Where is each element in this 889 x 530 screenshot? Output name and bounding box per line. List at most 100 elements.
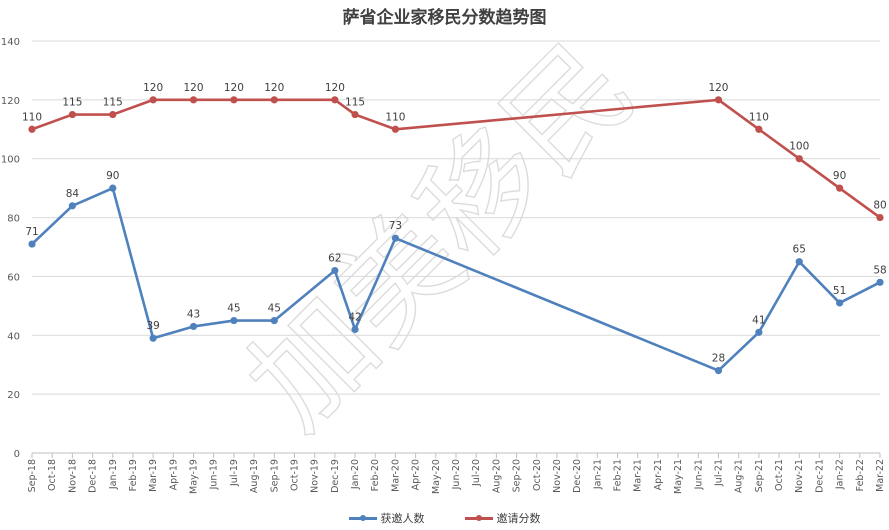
x-tick-label: Feb-21 bbox=[613, 459, 624, 491]
data-point bbox=[230, 96, 238, 104]
data-point bbox=[68, 110, 76, 119]
x-tick-label: Jan-22 bbox=[835, 459, 846, 490]
legend-label-score: 邀请分数 bbox=[496, 512, 541, 525]
x-tick-label: Apr-21 bbox=[653, 459, 664, 490]
legend-swatch-red bbox=[464, 514, 493, 522]
data-label: 110 bbox=[22, 111, 42, 123]
chart-title: 萨省企业家移民分数趋势图 bbox=[342, 8, 547, 28]
data-label: 100 bbox=[789, 141, 809, 153]
data-label: 120 bbox=[325, 82, 345, 94]
data-point bbox=[109, 184, 117, 192]
data-point bbox=[230, 316, 238, 325]
data-label: 80 bbox=[873, 200, 886, 212]
x-tick-label: Sep-19 bbox=[269, 459, 280, 492]
x-tick-label: Mar-19 bbox=[148, 459, 159, 492]
data-point bbox=[836, 299, 844, 307]
data-label: 120 bbox=[264, 82, 284, 94]
data-label: 120 bbox=[143, 82, 163, 94]
x-tick-label: Jan-19 bbox=[108, 459, 119, 490]
x-tick-label: Jun-19 bbox=[209, 459, 220, 490]
x-tick-label: Nov-20 bbox=[552, 459, 563, 493]
x-tick-label: Dec-19 bbox=[330, 459, 341, 493]
x-tick-label: Oct-20 bbox=[532, 459, 543, 491]
data-point bbox=[351, 325, 359, 333]
data-point bbox=[714, 367, 723, 375]
x-tick-label: Mar-22 bbox=[875, 459, 886, 492]
data-label: 39 bbox=[146, 320, 159, 332]
data-point bbox=[331, 96, 339, 104]
data-point bbox=[876, 213, 884, 222]
x-tick-label: Jan-20 bbox=[350, 459, 361, 490]
data-label: 45 bbox=[268, 303, 281, 315]
data-label: 43 bbox=[187, 308, 200, 320]
data-label: 115 bbox=[345, 97, 365, 109]
x-tick-label: Oct-19 bbox=[289, 459, 300, 491]
x-tick-label: Jan-21 bbox=[592, 459, 603, 490]
legend-label-invited: 获邀人数 bbox=[380, 512, 425, 525]
data-label: 65 bbox=[793, 244, 806, 256]
x-tick-label: Nov-19 bbox=[310, 459, 321, 493]
data-point bbox=[270, 316, 278, 325]
data-label: 120 bbox=[184, 82, 204, 94]
x-tick-label: Dec-21 bbox=[814, 459, 825, 493]
data-point bbox=[149, 96, 157, 104]
y-tick-label: 80 bbox=[7, 214, 20, 225]
data-point bbox=[109, 110, 117, 119]
data-point bbox=[714, 96, 723, 104]
watermark: 加美移民 bbox=[223, 18, 661, 456]
data-label: 62 bbox=[328, 253, 341, 265]
data-label: 110 bbox=[385, 111, 405, 123]
x-tick-label: Oct-18 bbox=[47, 459, 58, 491]
y-tick-label: 0 bbox=[14, 449, 20, 460]
data-label: 84 bbox=[66, 188, 80, 200]
data-point bbox=[351, 110, 359, 119]
data-label: 90 bbox=[106, 170, 119, 182]
x-tick-label: May-20 bbox=[431, 459, 442, 494]
data-point bbox=[28, 125, 36, 133]
data-point bbox=[391, 234, 400, 242]
x-tick-label: Nov-21 bbox=[794, 459, 805, 493]
x-tick-label: Sep-20 bbox=[512, 459, 523, 492]
legend-item-invited: 获邀人数 bbox=[348, 510, 425, 526]
data-point bbox=[836, 184, 844, 192]
data-label: 71 bbox=[25, 226, 38, 238]
x-tick-label: Apr-19 bbox=[168, 459, 179, 490]
data-point bbox=[189, 96, 198, 104]
data-point bbox=[270, 96, 278, 104]
x-tick-label: May-19 bbox=[189, 459, 200, 494]
x-tick-label: Feb-22 bbox=[855, 459, 866, 491]
x-tick-label: Apr-20 bbox=[411, 459, 422, 490]
x-tick-label: Nov-18 bbox=[67, 459, 78, 493]
data-point bbox=[149, 334, 157, 342]
x-tick-label: Feb-20 bbox=[370, 459, 381, 491]
data-label: 58 bbox=[873, 264, 886, 276]
y-tick-label: 140 bbox=[1, 37, 20, 48]
data-label: 41 bbox=[752, 314, 765, 326]
x-tick-label: Aug-19 bbox=[249, 459, 260, 493]
data-label: 115 bbox=[62, 97, 82, 109]
y-tick-label: 60 bbox=[7, 272, 20, 283]
data-label: 28 bbox=[712, 353, 725, 365]
x-tick-label: Mar-20 bbox=[390, 459, 401, 492]
data-label: 42 bbox=[348, 311, 361, 323]
data-point bbox=[68, 202, 76, 210]
data-point bbox=[189, 322, 198, 331]
x-tick-label: Aug-21 bbox=[734, 459, 745, 493]
data-label: 51 bbox=[833, 285, 846, 297]
y-tick-label: 20 bbox=[7, 390, 20, 401]
data-point bbox=[755, 125, 763, 133]
x-tick-label: May-21 bbox=[673, 459, 684, 494]
x-tick-label: Mar-21 bbox=[633, 459, 644, 492]
x-tick-label: Jun-20 bbox=[451, 459, 462, 490]
x-tick-label: Sep-21 bbox=[754, 459, 765, 492]
data-label: 115 bbox=[103, 97, 123, 109]
data-label: 73 bbox=[389, 220, 402, 232]
data-label: 120 bbox=[224, 82, 244, 94]
legend-item-score: 邀请分数 bbox=[464, 510, 541, 526]
x-tick-label: Dec-20 bbox=[572, 459, 583, 493]
x-tick-label: Jul-20 bbox=[471, 459, 482, 487]
data-point bbox=[331, 266, 339, 275]
legend-swatch-blue bbox=[348, 514, 377, 522]
data-point bbox=[28, 240, 36, 248]
